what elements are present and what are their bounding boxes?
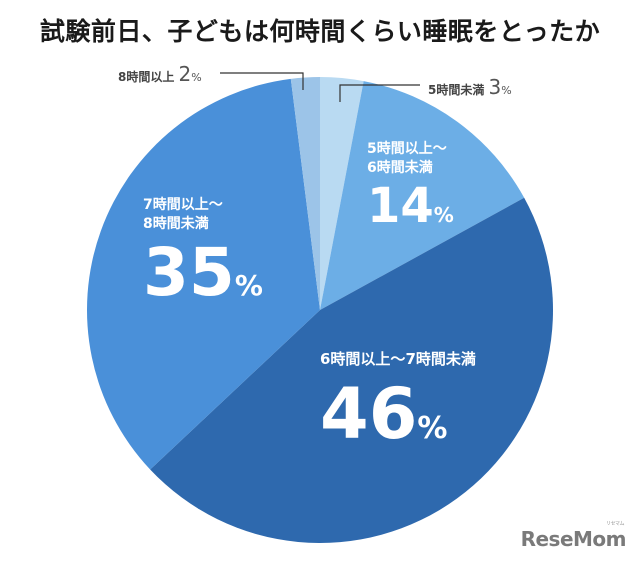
label-7to8-value: 35 xyxy=(143,234,235,311)
label-5to6-pct: % xyxy=(433,203,454,227)
slice-7to8 xyxy=(87,78,320,470)
slice-6to7 xyxy=(150,197,553,543)
label-7to8-pct: % xyxy=(234,269,263,302)
label-7to8-category-line2: 8時間未満 xyxy=(143,216,209,232)
logo-ruby: リセマム xyxy=(605,521,625,527)
label-under5-pct: % xyxy=(501,84,512,97)
label-over8-pct: % xyxy=(191,71,202,84)
label-6to7-value: 46 xyxy=(320,373,418,455)
label-under5-category: 5時間未満 xyxy=(428,83,485,97)
slice-5to6 xyxy=(320,81,525,310)
pie-slices xyxy=(87,77,553,543)
label-6to7: 6時間以上〜7時間未満 46% xyxy=(320,350,476,449)
label-5to6-category-line2: 6時間未満 xyxy=(367,160,433,176)
chart-title: 試験前日、子どもは何時間くらい睡眠をとったか xyxy=(39,17,601,46)
slice-over8 xyxy=(290,77,320,310)
slice-under5 xyxy=(320,77,364,310)
label-over8-value: 2 xyxy=(178,62,192,86)
label-5to6-value: 14 xyxy=(367,178,434,234)
label-over8-category: 8時間以上 xyxy=(118,70,175,84)
label-under5: 5時間未満 3% xyxy=(428,75,512,99)
logo-text: ReseMom xyxy=(520,527,627,551)
label-5to6-category-line1: 5時間以上〜 xyxy=(367,141,447,157)
label-over8: 8時間以上 2% xyxy=(118,62,202,86)
label-under5-value: 3 xyxy=(488,75,502,99)
leader-line-under5 xyxy=(339,84,420,102)
label-7to8-category-line1: 7時間以上〜 xyxy=(143,197,223,213)
resemom-logo: リセマム ReseMom xyxy=(520,521,627,551)
label-6to7-pct: % xyxy=(417,411,448,446)
leader-line-over8 xyxy=(220,72,304,90)
label-5to6: 5時間以上〜 6時間未満 14% xyxy=(367,140,454,230)
label-6to7-category: 6時間以上〜7時間未満 xyxy=(320,350,476,368)
label-7to8: 7時間以上〜 8時間未満 35% xyxy=(143,196,263,306)
